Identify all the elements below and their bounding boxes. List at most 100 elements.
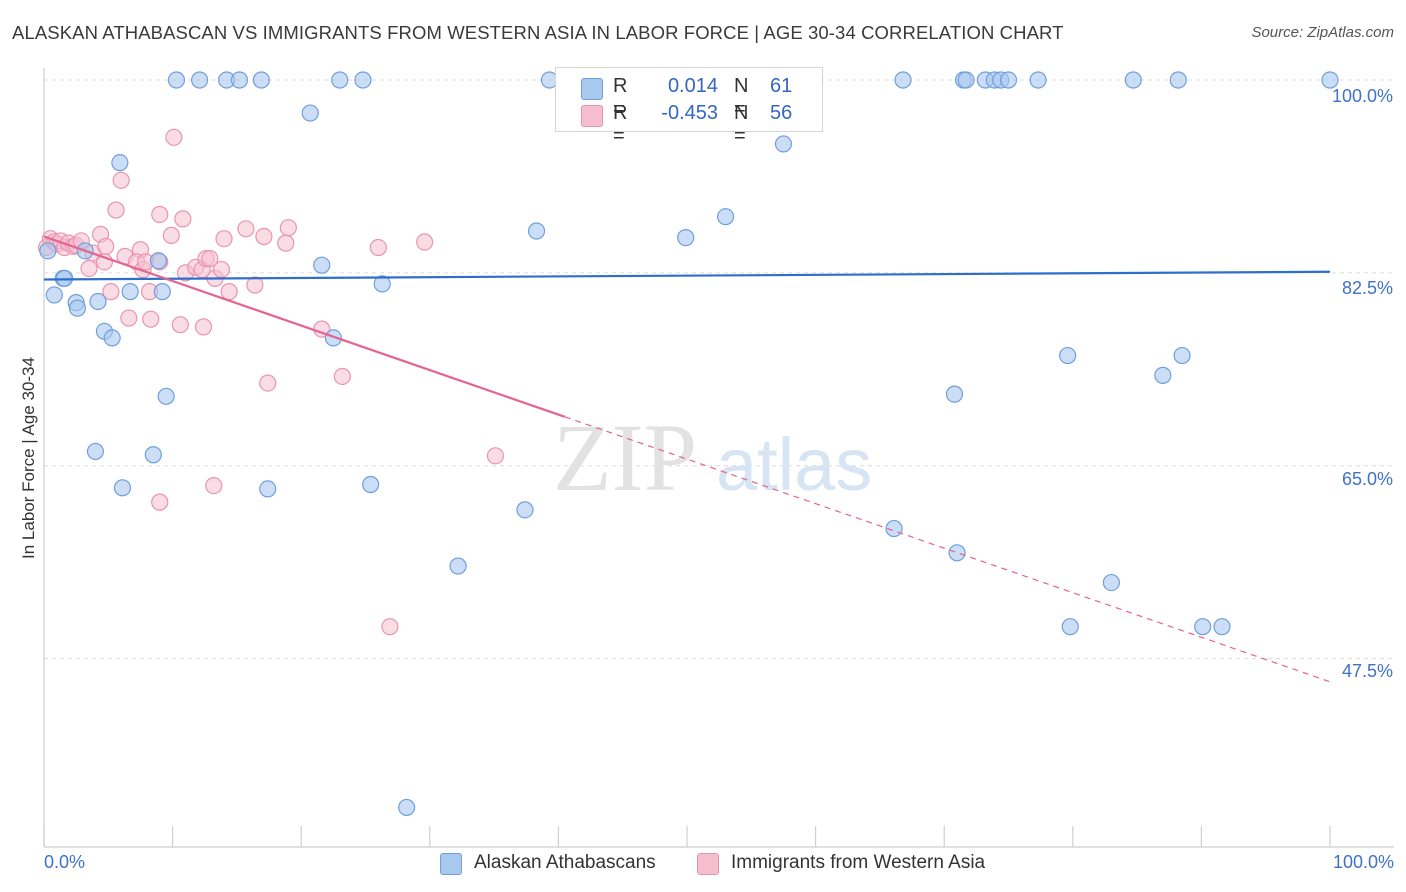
data-point-alaskan xyxy=(449,557,467,575)
legend-n-label: N = xyxy=(734,102,749,147)
data-point-alaskan xyxy=(89,292,107,311)
data-point-alaskan xyxy=(68,299,87,317)
data-point-alaskan xyxy=(1173,346,1191,365)
data-point-alaskan xyxy=(957,71,975,89)
data-point-alaskan xyxy=(354,71,372,89)
watermark-zip: ZIP xyxy=(553,404,697,511)
stats-legend: R = 0.014 N = 61 R = -0.453 N = 56 xyxy=(555,67,823,147)
data-point-western-asia xyxy=(279,219,297,237)
data-point-alaskan xyxy=(948,544,966,562)
data-point-alaskan xyxy=(301,104,319,122)
data-point-alaskan xyxy=(45,286,63,304)
data-point-alaskan xyxy=(945,385,964,403)
data-point-alaskan xyxy=(1321,71,1339,89)
data-point-alaskan xyxy=(191,71,209,89)
data-point-alaskan xyxy=(716,208,735,226)
trend-line-western-asia xyxy=(43,235,566,418)
data-point-alaskan xyxy=(157,387,175,405)
data-point-western-asia xyxy=(255,227,273,246)
data-point-western-asia xyxy=(97,237,115,256)
data-point-western-asia xyxy=(201,249,219,268)
data-point-western-asia xyxy=(162,226,180,245)
data-point-alaskan xyxy=(113,479,132,497)
data-point-alaskan xyxy=(259,480,277,498)
x-axis-max-label: 100.0% xyxy=(1332,852,1394,872)
data-point-alaskan xyxy=(324,329,342,347)
legend-swatch-blue xyxy=(440,853,462,875)
data-point-western-asia xyxy=(416,233,434,251)
data-point-western-asia xyxy=(333,367,351,386)
legend-item-immigrants-western-asia[interactable]: Immigrants from Western Asia xyxy=(697,852,1017,878)
data-point-alaskan xyxy=(677,229,695,247)
data-point-alaskan xyxy=(373,275,391,293)
trend-line-alaskan xyxy=(43,270,1331,281)
source-credit: Source: ZipAtlas.com xyxy=(1251,24,1394,41)
legend-r-value: -0.453 xyxy=(661,102,718,124)
data-point-western-asia xyxy=(277,234,295,252)
series-immigrants-western-asia-points xyxy=(37,128,504,636)
data-point-western-asia xyxy=(80,259,98,278)
data-point-alaskan xyxy=(230,71,249,89)
data-point-western-asia xyxy=(165,128,183,146)
data-point-western-asia xyxy=(151,493,169,511)
data-point-alaskan xyxy=(398,798,416,817)
data-point-alaskan xyxy=(516,501,534,519)
data-point-western-asia xyxy=(194,318,213,336)
data-point-alaskan xyxy=(149,252,168,270)
data-point-western-asia xyxy=(246,276,264,294)
data-point-alaskan xyxy=(153,283,171,301)
x-axis-ticks xyxy=(43,826,1331,847)
data-point-western-asia xyxy=(369,238,387,257)
trend-lines xyxy=(43,235,1331,683)
data-point-alaskan xyxy=(313,256,331,274)
data-point-alaskan xyxy=(1194,618,1212,636)
data-point-western-asia xyxy=(112,171,130,189)
data-point-alaskan xyxy=(1169,71,1187,89)
data-point-alaskan xyxy=(1213,618,1231,636)
data-point-western-asia xyxy=(171,316,189,334)
data-point-alaskan xyxy=(252,71,270,89)
data-point-alaskan xyxy=(111,154,129,172)
gridlines xyxy=(44,79,1394,660)
chart-title: ALASKAN ATHABASCAN VS IMMIGRANTS FROM WE… xyxy=(12,22,1064,43)
data-point-alaskan xyxy=(1061,618,1079,636)
data-point-western-asia xyxy=(120,309,138,327)
legend-label: Alaskan Athabascans xyxy=(474,852,656,873)
legend-item-alaskan-athabascans[interactable]: Alaskan Athabascans xyxy=(440,852,680,878)
data-point-alaskan xyxy=(331,71,349,89)
data-point-alaskan xyxy=(103,329,121,347)
data-point-western-asia xyxy=(381,618,399,636)
legend-n-value: 56 xyxy=(770,102,793,124)
data-point-western-asia xyxy=(151,205,169,224)
data-point-western-asia xyxy=(212,260,231,279)
y-tick-label-47-5: 47.5% xyxy=(1341,661,1393,681)
legend-swatch-pink xyxy=(697,853,719,875)
data-point-alaskan xyxy=(774,135,793,153)
data-point-alaskan xyxy=(144,446,162,464)
data-point-western-asia xyxy=(237,220,255,238)
data-point-alaskan xyxy=(1029,71,1047,89)
data-point-alaskan xyxy=(894,71,912,89)
data-point-western-asia xyxy=(107,201,125,219)
data-point-western-asia xyxy=(102,283,120,301)
data-point-alaskan xyxy=(121,283,139,301)
data-point-western-asia xyxy=(259,374,277,392)
watermark-atlas: atlas xyxy=(716,423,872,506)
y-tick-label-100: 100.0% xyxy=(1331,86,1393,106)
data-point-western-asia xyxy=(486,447,504,465)
data-point-alaskan xyxy=(1154,366,1172,384)
legend-r-label: R = xyxy=(613,102,628,147)
legend-label: Immigrants from Western Asia xyxy=(731,852,986,873)
legend-r-value: 0.014 xyxy=(667,75,718,97)
data-point-alaskan xyxy=(527,222,546,240)
legend-n-value: 61 xyxy=(770,75,793,97)
data-point-western-asia xyxy=(215,230,233,248)
x-axis-min-label: 0.0% xyxy=(44,852,86,872)
data-point-alaskan xyxy=(1059,346,1077,365)
legend-swatch-blue xyxy=(581,78,603,100)
data-point-alaskan xyxy=(39,242,57,260)
data-point-alaskan xyxy=(362,475,380,494)
trend-line-western-asia-extrapolated xyxy=(564,416,1331,683)
data-point-alaskan xyxy=(167,71,186,89)
